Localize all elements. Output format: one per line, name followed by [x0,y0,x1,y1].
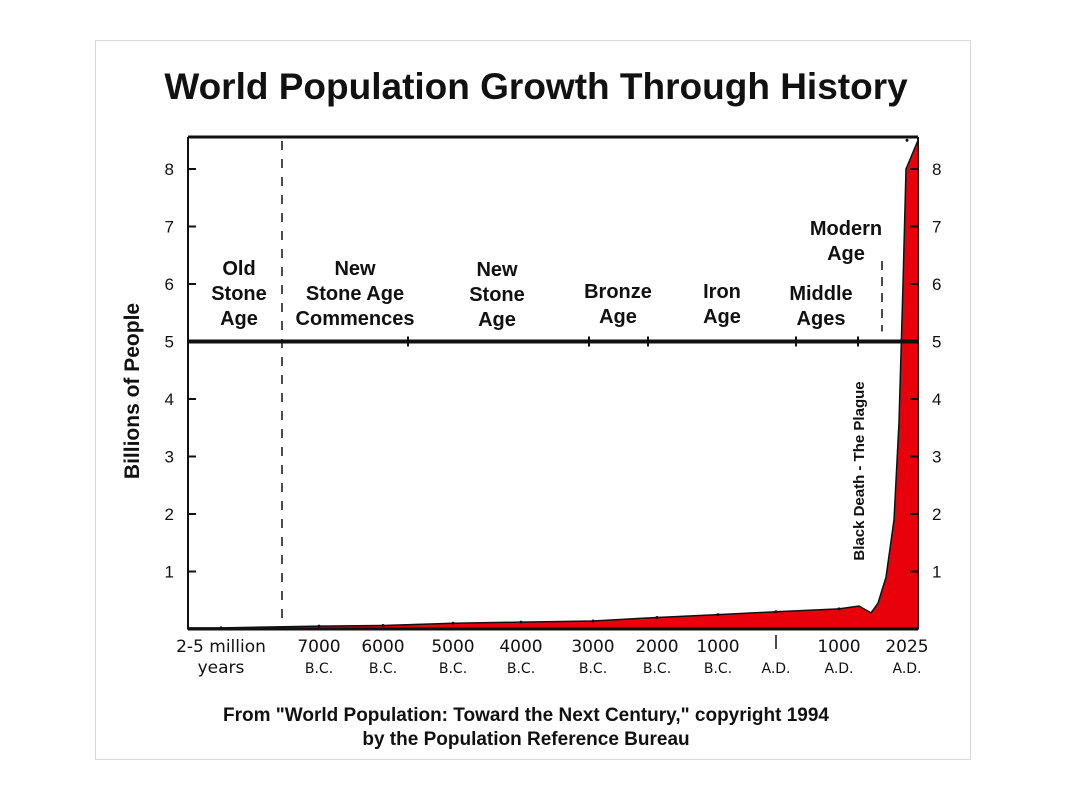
chart-title: World Population Growth Through History [164,66,908,107]
era-label-4-line-1: Age [703,306,741,328]
era-label-2: New Stone Age [469,259,525,331]
y-tick-label-right-2: 2 [932,505,941,524]
era-label-0: Old Stone Age [211,258,267,330]
era-label-6-line-0: Modern [810,218,882,240]
data-point-4 [519,620,523,624]
y-tick-label-left-2: 2 [165,505,174,524]
x-tick-sub-6: B.C. [643,661,671,677]
x-tick-sub-1: B.C. [305,661,333,677]
data-point-9 [837,607,841,611]
chart-frame: World Population Growth Through History … [95,40,971,760]
era-label-0-line-0: Old [222,258,255,280]
data-point-10 [905,138,909,142]
annotation-black-death: Black Death - The Plague [851,381,868,560]
era-label-3-line-1: Age [599,306,637,328]
era-label-2-line-0: New [476,259,518,281]
y-tick-label-left-7: 7 [165,218,174,237]
era-label-0-line-2: Age [220,308,258,330]
x-tick-sub-0: years [198,658,245,678]
y-tick-label-left-3: 3 [165,448,174,467]
x-tick-sub-8: A.D. [761,661,790,677]
population-area-group [187,138,919,630]
data-point-8 [774,610,778,614]
era-label-1-line-1: Stone Age [306,283,404,305]
population-area [187,139,919,630]
era-label-1-line-0: New [334,258,376,280]
x-tick-sub-2: B.C. [369,661,397,677]
y-tick-label-right-6: 6 [932,275,941,294]
y-tick-label-right-5: 5 [932,333,941,352]
era-label-5-line-0: Middle [789,283,852,305]
era-label-4-line-0: Iron [703,281,741,303]
x-tick-label-3: 5000 [431,637,474,657]
data-point-7 [716,613,720,617]
era-label-4: Iron Age [703,281,741,328]
x-tick-label-7: 1000 [696,637,739,657]
x-tick-label-1: 7000 [297,637,340,657]
y-axis-group: 1 1 2 2 3 3 4 4 5 5 6 6 7 7 8 8 [165,160,942,582]
data-point-3 [451,621,455,625]
era-label-5: Middle Ages [789,283,852,330]
source-line-2: by the Population Reference Bureau [362,729,689,750]
y-axis-title: Billions of People [121,303,144,479]
y-tick-label-right-1: 1 [932,563,941,582]
x-tick-label-5: 3000 [571,637,614,657]
era-label-2-line-1: Stone [469,284,525,306]
x-tick-sub-5: B.C. [579,661,607,677]
y-tick-label-left-8: 8 [165,160,174,179]
y-tick-label-right-7: 7 [932,218,941,237]
x-tick-label-9: 1000 [817,637,860,657]
x-tick-label-2: 6000 [361,637,404,657]
x-tick-sub-3: B.C. [439,661,467,677]
y-tick-label-left-6: 6 [165,275,174,294]
data-point-1 [317,624,321,628]
era-label-0-line-1: Stone [211,283,267,305]
x-tick-sub-4: B.C. [507,661,535,677]
y-tick-label-left-5: 5 [165,333,174,352]
x-tick-label-10: 2025 [885,637,928,657]
x-tick-sub-9: A.D. [824,661,853,677]
y-tick-label-right-3: 3 [932,448,941,467]
y-tick-label-right-8: 8 [932,160,941,179]
data-point-5 [591,619,595,623]
era-label-3-line-0: Bronze [584,281,652,303]
y-tick-label-left-1: 1 [165,563,174,582]
era-label-3: Bronze Age [584,281,652,328]
population-chart: World Population Growth Through History … [121,66,942,750]
x-tick-sub-10: A.D. [892,661,921,677]
era-label-6-line-1: Age [827,243,865,265]
x-tick-label-4: 4000 [499,637,542,657]
x-tick-label-0: 2-5 million [176,637,266,657]
era-label-5-line-1: Ages [797,308,846,330]
x-tick-sub-7: B.C. [704,661,732,677]
data-point-2 [381,624,385,628]
y-tick-label-left-4: 4 [165,390,174,409]
source-line-1: From "World Population: Toward the Next … [223,705,829,726]
y-tick-label-right-4: 4 [932,390,941,409]
era-label-6: Modern Age [810,218,882,265]
era-label-2-line-2: Age [478,309,516,331]
era-timeline-group: Old Stone Age New Stone Age Commences New Stone… [188,141,918,619]
data-point-6 [655,616,659,619]
era-label-1: New Stone Age Commences [296,258,415,330]
x-tick-label-6: 2000 [635,637,678,657]
era-label-1-line-2: Commences [296,308,415,330]
